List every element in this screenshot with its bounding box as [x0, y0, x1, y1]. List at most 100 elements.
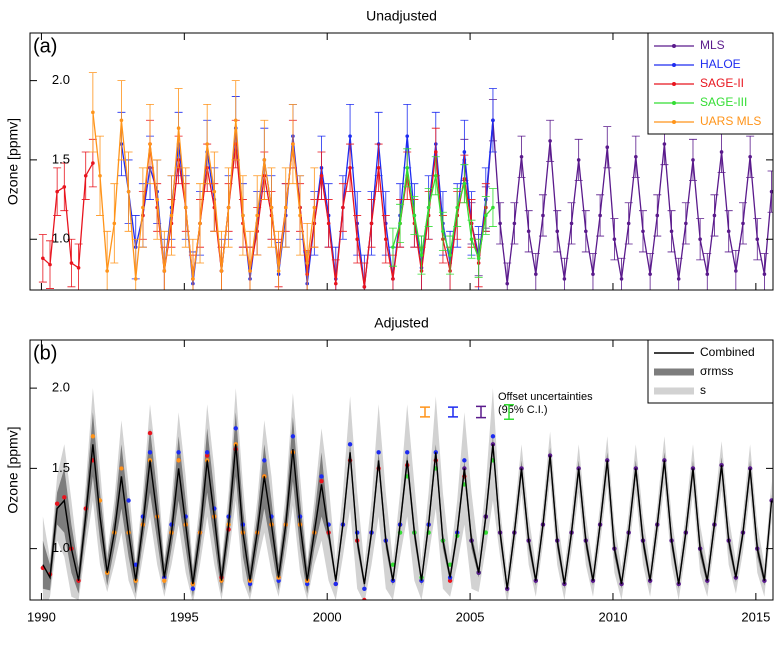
data-point [405, 134, 410, 138]
y-tick-label: 1.5 [52, 151, 70, 166]
x-tick-label: 2005 [456, 609, 485, 624]
y-tick-label: 1.0 [52, 540, 70, 555]
data-point [333, 281, 338, 286]
data-point [383, 237, 388, 242]
x-tick-label: 1995 [170, 609, 199, 624]
plot-frame [29, 339, 774, 601]
data-point [490, 434, 496, 439]
data-point [305, 261, 309, 265]
data-point [748, 154, 752, 159]
data-point [262, 158, 267, 162]
data-point [691, 158, 695, 162]
data-point [591, 272, 595, 276]
x-tick-label: 2015 [741, 609, 770, 624]
data-point [326, 221, 331, 226]
y-tick-label: 2.0 [52, 380, 70, 395]
data-point [333, 581, 338, 587]
data-point [741, 221, 745, 226]
data-point [441, 229, 445, 234]
data-point [648, 272, 652, 276]
data-point [162, 269, 167, 273]
data-point [248, 269, 252, 273]
data-point [176, 458, 181, 463]
data-point [62, 495, 67, 500]
data-point [405, 166, 410, 170]
data-point [519, 154, 524, 159]
data-point [319, 173, 324, 178]
data-point [169, 213, 174, 218]
data-point [269, 205, 274, 210]
panel-label: (a) [33, 35, 57, 57]
data-point [255, 213, 259, 218]
data-point [476, 256, 481, 261]
legend-label: σrmss [700, 364, 733, 378]
legend-marker [672, 63, 676, 67]
data-point [484, 213, 488, 218]
data-point [105, 269, 109, 273]
data-point [412, 213, 417, 218]
data-point [54, 501, 60, 506]
data-point [76, 265, 81, 270]
data-point [155, 197, 159, 202]
data-point [133, 562, 138, 567]
legend-marker [672, 120, 676, 124]
data-point [191, 277, 195, 281]
legend-label: HALOE [700, 57, 741, 71]
data-point [176, 450, 181, 455]
data-point [55, 189, 59, 194]
data-point [348, 166, 352, 170]
data-point [341, 205, 345, 210]
data-point [669, 229, 674, 234]
data-point [712, 213, 717, 218]
data-point [283, 205, 288, 210]
data-point [147, 430, 153, 436]
data-point [212, 189, 217, 194]
data-point [312, 205, 317, 210]
data-point [162, 578, 167, 583]
data-point [719, 150, 724, 154]
legend-marker [672, 101, 676, 105]
y-axis-label: Ozone [ppmv] [5, 426, 21, 513]
panel-title: Adjusted [374, 315, 428, 331]
data-point [755, 237, 760, 242]
data-point [448, 253, 452, 257]
data-point [112, 221, 117, 226]
data-point [241, 213, 245, 218]
data-point [433, 150, 438, 154]
data-point [62, 185, 67, 189]
data-point [41, 256, 45, 261]
data-point [576, 158, 581, 162]
data-point [398, 221, 402, 226]
data-point [555, 229, 560, 234]
data-point [48, 262, 52, 267]
data-point [426, 205, 431, 210]
data-point [526, 229, 531, 234]
data-point [433, 173, 438, 178]
data-point [676, 277, 681, 281]
plot-area [40, 388, 773, 600]
data-point [684, 221, 688, 226]
data-point [133, 277, 138, 281]
legend-label: MLS [700, 38, 725, 52]
data-point [569, 221, 574, 226]
data-point [698, 237, 702, 242]
data-point [598, 213, 602, 218]
data-point [483, 530, 489, 535]
plot-frame [29, 32, 774, 291]
combined-line [42, 444, 773, 589]
data-point [276, 269, 281, 273]
data-point [390, 562, 396, 567]
offset-error-bar [448, 406, 458, 418]
data-point [541, 213, 545, 218]
data-point [69, 261, 74, 265]
offset-error-bar [504, 404, 514, 420]
data-point [119, 118, 124, 123]
data-point [262, 458, 267, 463]
data-point [405, 450, 410, 455]
data-point [662, 142, 667, 146]
data-point [376, 450, 381, 455]
data-point [762, 272, 767, 276]
y-tick-label: 1.0 [52, 231, 70, 246]
data-point [447, 562, 453, 567]
